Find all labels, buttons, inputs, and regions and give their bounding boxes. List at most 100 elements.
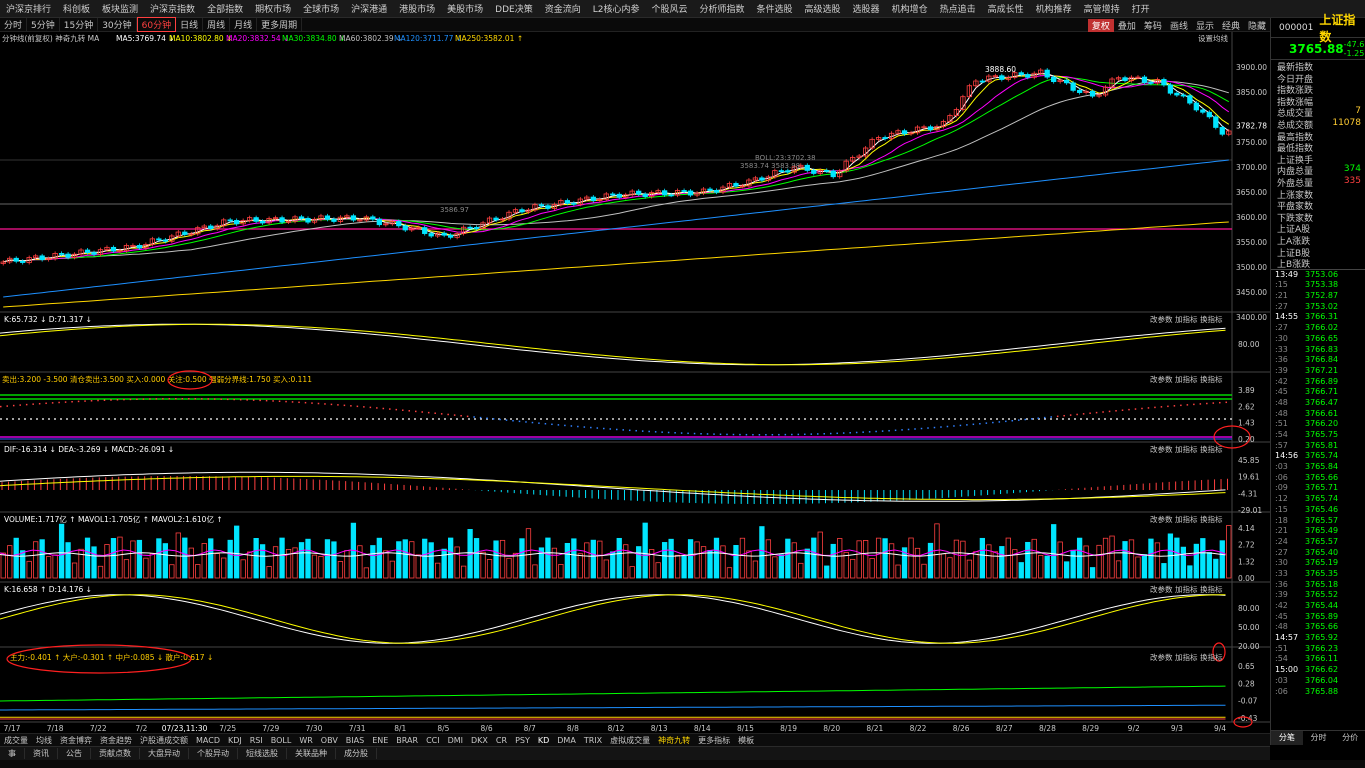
top-menu-item[interactable]: 热点追击: [939, 5, 976, 15]
top-menu-item[interactable]: 全球市场: [303, 5, 340, 15]
top-menu-item[interactable]: 科创板: [63, 5, 91, 15]
toolbar-button[interactable]: 经典: [1221, 21, 1240, 32]
signal-dot: [674, 432, 676, 434]
period-tab[interactable]: 15分钟: [60, 18, 99, 31]
toolbar-button[interactable]: 隐藏: [1247, 21, 1266, 32]
toolbar-button[interactable]: 复权: [1087, 18, 1114, 32]
top-menu-item[interactable]: 全部指数: [207, 5, 244, 15]
top-menu-item[interactable]: 沪深港通: [351, 5, 388, 15]
indicator-tab[interactable]: TRIX: [583, 735, 603, 745]
panel-axis-label: 45.85: [1238, 456, 1260, 465]
bottom-tab[interactable]: 资讯: [25, 748, 58, 759]
indicator-tab[interactable]: 均线: [36, 735, 52, 745]
bottom-tab[interactable]: 短线选股: [238, 748, 287, 759]
indicator-tab[interactable]: 更多指标: [698, 735, 731, 745]
period-tab[interactable]: 30分钟: [98, 18, 137, 31]
volume-bar: [227, 539, 233, 579]
top-menu-item[interactable]: 沪深京排行: [6, 5, 52, 15]
indicator-tab[interactable]: 资金趋势: [100, 735, 132, 745]
top-menu-item[interactable]: 美股市场: [447, 5, 484, 15]
signal-dot: [1043, 416, 1046, 419]
indicator-tab[interactable]: BIAS: [345, 735, 365, 745]
bottom-tab[interactable]: 贡献点数: [91, 748, 140, 759]
period-tab[interactable]: 月线: [230, 18, 258, 31]
indicator-tab[interactable]: DMA: [557, 735, 576, 745]
top-menu-item[interactable]: 沪深京指数: [150, 5, 196, 15]
top-menu-item[interactable]: DDE决策: [495, 5, 533, 15]
toolbar-button[interactable]: 画线: [1169, 21, 1188, 32]
indicator-tab[interactable]: PSY: [515, 735, 530, 745]
indicator-tab[interactable]: 虚拟成交量: [610, 735, 651, 745]
volume-bar: [577, 553, 583, 579]
candle-body: [934, 126, 940, 131]
top-menu-item[interactable]: 选股器: [852, 5, 880, 15]
indicator-tab[interactable]: ENE: [372, 735, 389, 745]
volume-bar: [1051, 524, 1057, 579]
bottom-tab[interactable]: 关联品种: [287, 748, 336, 759]
indicator-tab[interactable]: RSI: [249, 735, 263, 745]
volume-bar: [882, 538, 888, 579]
quote-tab[interactable]: 分时: [1310, 733, 1327, 742]
indicator-tab[interactable]: KDJ: [227, 735, 242, 745]
toolbar-button[interactable]: 显示: [1195, 21, 1214, 32]
candle-body: [460, 226, 467, 234]
tick-list[interactable]: 13:49 3753.06:15 3753.38:21 3752.87:27 3753.…: [1271, 270, 1365, 698]
volume-bar: [875, 537, 882, 579]
indicator-tab[interactable]: 沪股通成交额: [140, 735, 188, 745]
quote-tab[interactable]: 分笔: [1271, 731, 1303, 745]
kline-chart-svg[interactable]: 3900.00 3850.00 3782.78 3750.00 3700.00 3650.…: [0, 32, 1270, 735]
toolbar-button[interactable]: 筹码: [1143, 21, 1162, 32]
period-tab[interactable]: 日线: [176, 18, 204, 31]
period-tab[interactable]: 60分钟: [136, 17, 177, 32]
period-tab[interactable]: 周线: [203, 18, 231, 31]
bottom-tab[interactable]: 成分股: [336, 748, 377, 759]
indicator-tab[interactable]: 模板: [738, 735, 755, 745]
candle-body: [1135, 76, 1141, 79]
indicator-tab[interactable]: MACD: [196, 735, 220, 745]
indicator-tab[interactable]: CCI: [426, 735, 440, 745]
indicator-tab[interactable]: KD: [537, 735, 550, 745]
top-menu-item[interactable]: L2核心内参: [592, 5, 640, 15]
toolbar-button[interactable]: 叠加: [1117, 21, 1136, 32]
signal-dot: [920, 427, 923, 430]
top-menu-item[interactable]: 港股市场: [399, 5, 436, 15]
top-menu-item[interactable]: 打开: [1131, 5, 1150, 15]
top-menu-item[interactable]: 个股风云: [651, 5, 688, 15]
indicator-tab[interactable]: CR: [495, 735, 508, 745]
indicator-tab[interactable]: WR: [299, 735, 313, 745]
signal-dot: [1050, 416, 1052, 418]
signal-dot: [479, 416, 482, 419]
volume-bar: [324, 539, 331, 579]
quote-tab[interactable]: 分价: [1342, 733, 1359, 742]
indicator-tab[interactable]: BRAR: [396, 735, 419, 745]
bottom-tab[interactable]: 个股异动: [189, 748, 238, 759]
signal-dot: [1102, 411, 1104, 413]
top-menu-item[interactable]: 机构推荐: [1035, 5, 1072, 15]
top-menu-item[interactable]: 高管增持: [1083, 5, 1120, 15]
indicator-tab[interactable]: 成交量: [4, 735, 28, 745]
chart-area[interactable]: 3900.00 3850.00 3782.78 3750.00 3700.00 3650.…: [0, 32, 1270, 735]
indicator-tab[interactable]: BOLL: [270, 735, 292, 745]
tick-row: :33 3765.35: [1271, 569, 1365, 580]
top-menu-item[interactable]: 分析师指数: [699, 5, 745, 15]
indicator-tab[interactable]: DKX: [471, 735, 488, 745]
period-tab[interactable]: 分时: [0, 18, 28, 31]
indicator-tab[interactable]: 神奇九转: [658, 735, 691, 745]
indicator-tab[interactable]: 资金博弈: [60, 735, 92, 745]
top-menu-item[interactable]: 高成长性: [987, 5, 1024, 15]
period-tab[interactable]: 5分钟: [27, 18, 60, 31]
quote-field: 平盘家数: [1271, 199, 1365, 212]
top-menu-item[interactable]: 条件选股: [756, 5, 793, 15]
bottom-tab[interactable]: 事: [0, 748, 25, 759]
top-menu-item[interactable]: 板块监测: [102, 5, 139, 15]
top-menu-item[interactable]: 资金流向: [544, 5, 581, 15]
top-menu-item[interactable]: 期权市场: [255, 5, 292, 15]
bottom-tab[interactable]: 公告: [58, 748, 91, 759]
kd2-k-line: [0, 594, 1226, 644]
top-menu-item[interactable]: 高级选股: [804, 5, 841, 15]
period-tab[interactable]: 更多周期: [257, 18, 303, 31]
indicator-tab[interactable]: OBV: [320, 735, 338, 745]
top-menu-item[interactable]: 机构增仓: [891, 5, 928, 15]
bottom-tab[interactable]: 大盘异动: [140, 748, 189, 759]
indicator-tab[interactable]: DMI: [447, 735, 464, 745]
